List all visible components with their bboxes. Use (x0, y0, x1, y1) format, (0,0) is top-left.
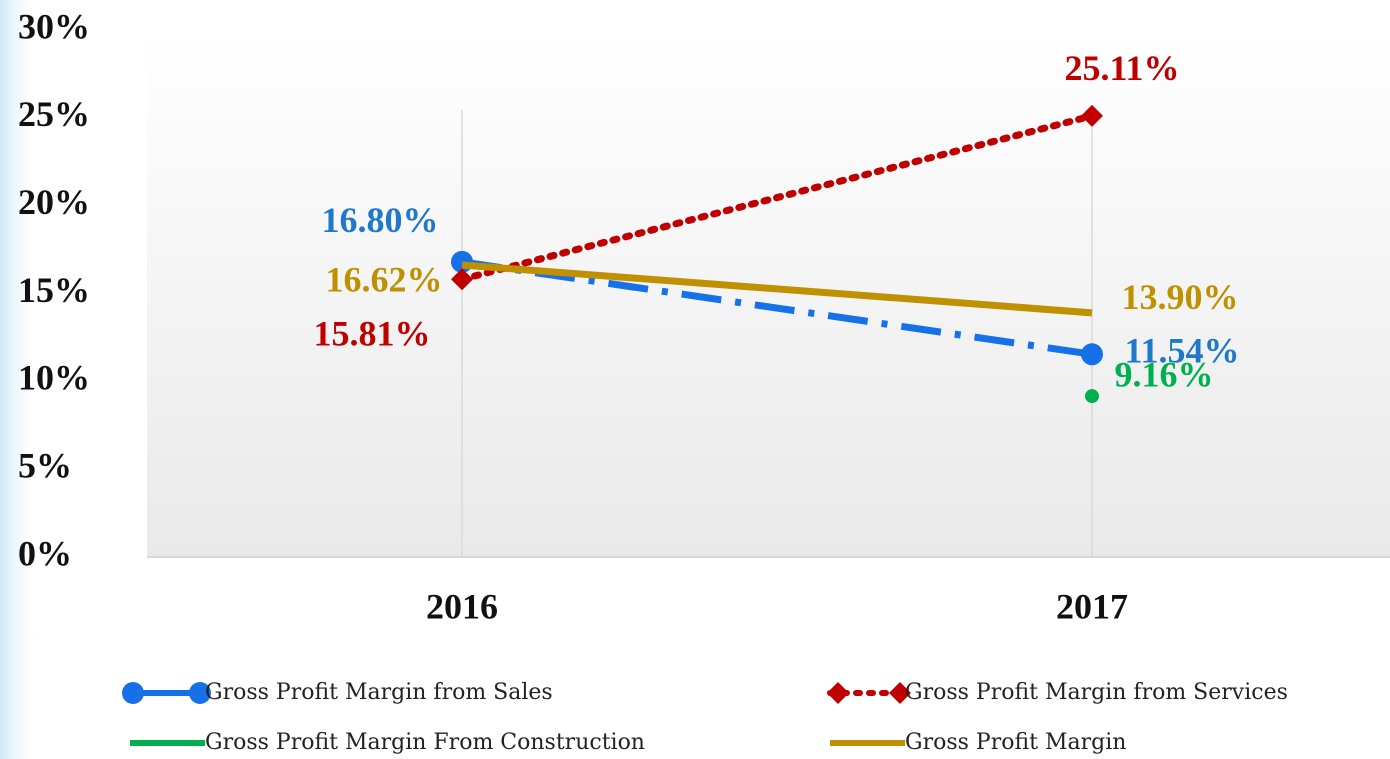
y-tick-label: 10% (18, 358, 90, 398)
point (1081, 104, 1103, 127)
series-line (461, 258, 1093, 358)
data-label: 9.16% (1115, 354, 1214, 394)
point (1081, 343, 1103, 366)
legend-label: Gross Profit Margin From Construction (205, 730, 645, 755)
data-label: 25.11% (1064, 48, 1179, 88)
legend-label: Gross Profit Margin (905, 730, 1126, 755)
y-tick-label: 25% (18, 94, 90, 134)
data-label: 11.54% (1124, 331, 1239, 371)
series-line (461, 261, 1093, 317)
legend-marker (827, 682, 849, 704)
x-tick-label: 2016 (426, 586, 498, 626)
data-label: 16.62% (326, 259, 443, 299)
series-line (458, 112, 1096, 283)
x-tick-label: 2017 (1056, 586, 1128, 626)
plot-area (147, 30, 1390, 557)
y-tick-label: 15% (18, 270, 90, 310)
legend-marker (189, 682, 211, 704)
point (1085, 389, 1099, 404)
legend-marker (122, 682, 144, 704)
legend-label: Gross Profit Margin from Services (905, 680, 1288, 705)
y-tick-label: 5% (18, 445, 72, 485)
y-tick-label: 0% (18, 533, 72, 573)
data-label: 13.90% (1122, 277, 1239, 317)
data-label: 15.81% (314, 314, 431, 354)
legend-marker (889, 682, 911, 704)
point (451, 268, 473, 291)
data-label: 16.80% (322, 200, 439, 240)
y-tick-label: 20% (18, 182, 90, 222)
decoration (0, 0, 40, 759)
legend-label: Gross Profit Margin from Sales (205, 680, 553, 705)
y-tick-label: 30% (18, 6, 90, 46)
